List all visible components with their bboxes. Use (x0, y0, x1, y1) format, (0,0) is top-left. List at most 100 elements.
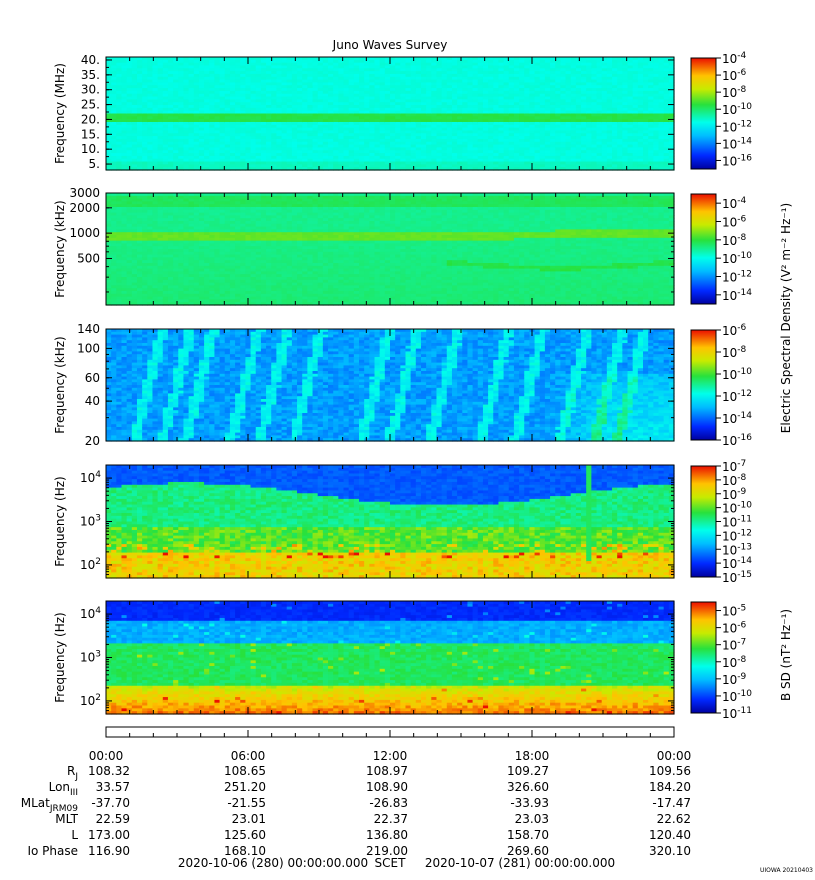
heatmap-cell (271, 59, 277, 64)
heatmap-cell (162, 119, 169, 123)
heatmap-cell (152, 150, 159, 154)
heatmap-cell (266, 96, 272, 100)
heatmap-cell (415, 167, 422, 171)
heatmap-cell (544, 116, 551, 120)
heatmap-cell (508, 85, 515, 89)
heatmap-cell (131, 150, 138, 154)
heatmap-cell (601, 76, 608, 81)
heatmap-cell (116, 136, 123, 140)
heatmap-cell (302, 105, 308, 109)
heatmap-cell (188, 147, 195, 151)
heatmap-cell (173, 138, 179, 143)
heatmap-cell (379, 158, 386, 163)
heatmap-cell (477, 155, 484, 160)
heatmap-cell (198, 96, 205, 100)
heatmap-cell (415, 110, 422, 115)
heatmap-cell (235, 119, 241, 123)
heatmap-cell (441, 99, 448, 103)
heatmap-cell (353, 124, 360, 129)
heatmap-cell (245, 116, 252, 120)
heatmap-cell (570, 99, 577, 103)
heatmap-cell (472, 155, 479, 160)
heatmap-cell (204, 65, 210, 69)
heatmap-cell (477, 110, 484, 115)
heatmap-cell (426, 161, 432, 165)
heatmap-cell (214, 167, 221, 171)
heatmap-cell (575, 76, 582, 81)
heatmap-cell (426, 59, 432, 64)
heatmap-cell (498, 116, 505, 120)
heatmap-cell (606, 90, 613, 95)
heatmap-cell (271, 57, 277, 61)
heatmap-cell (519, 119, 525, 123)
heatmap-cell (426, 167, 432, 171)
heatmap-cell (420, 59, 427, 64)
heatmap-cell (395, 99, 401, 103)
heatmap-cell (400, 71, 407, 75)
heatmap-cell (575, 71, 582, 75)
heatmap-cell (359, 59, 365, 64)
heatmap-cell (193, 68, 200, 72)
y-tick-label: 10. (81, 142, 100, 156)
heatmap-cell (328, 76, 334, 81)
heatmap-cell (591, 138, 598, 143)
heatmap-cell (173, 85, 179, 89)
heatmap-cell (637, 57, 644, 61)
heatmap-cell (390, 102, 396, 106)
heatmap-cell (204, 133, 210, 137)
heatmap-cell (173, 93, 179, 98)
heatmap-cell (400, 121, 407, 126)
heatmap-cell (338, 164, 345, 168)
heatmap-cell (457, 153, 463, 157)
heatmap-cell (374, 161, 381, 165)
heatmap-cell (260, 138, 267, 143)
heatmap-cell (606, 147, 613, 151)
heatmap-cell (534, 141, 541, 146)
heatmap-cell (632, 93, 639, 98)
heatmap-cell (286, 150, 293, 154)
heatmap-cell (219, 136, 226, 140)
heatmap-cell (488, 155, 494, 160)
heatmap-cell (519, 127, 525, 132)
heatmap-cell (183, 147, 190, 151)
heatmap-cell (524, 144, 531, 148)
colorbar-tick-label: 10-8 (722, 85, 747, 100)
heatmap-cell (240, 79, 247, 84)
heatmap-cell (581, 155, 587, 160)
heatmap-cell (410, 138, 417, 143)
heatmap-cell (266, 57, 272, 61)
heatmap-cell (405, 110, 412, 115)
heatmap-cell (410, 130, 417, 134)
heatmap-cell (596, 65, 603, 69)
heatmap-cell (173, 65, 179, 69)
heatmap-cell (209, 141, 216, 146)
heatmap-cell (384, 155, 391, 160)
heatmap-cell (637, 105, 644, 109)
heatmap-cell (482, 107, 489, 112)
heatmap-cell (111, 133, 117, 137)
heatmap-cell (617, 119, 623, 123)
heatmap-cell (415, 102, 422, 106)
heatmap-cell (374, 90, 381, 95)
heatmap-cell (167, 76, 174, 81)
heatmap-cell (457, 127, 463, 132)
heatmap-cell (353, 141, 360, 146)
heatmap-cell (462, 76, 469, 81)
heatmap-cell (147, 68, 154, 72)
heatmap-cell (519, 85, 525, 89)
heatmap-cell (297, 107, 303, 112)
heatmap-cell (173, 59, 179, 64)
heatmap-cell (544, 138, 551, 143)
heatmap-cell (420, 153, 427, 157)
heatmap-cell (457, 85, 463, 89)
heatmap-cell (359, 105, 365, 109)
heatmap-cell (188, 99, 195, 103)
heatmap-cell (426, 71, 432, 75)
heatmap-cell (183, 133, 190, 137)
heatmap-cell (204, 119, 210, 123)
heatmap-cell (229, 110, 236, 115)
heatmap-cell (116, 164, 123, 168)
heatmap-cell (374, 68, 381, 72)
heatmap-cell (503, 144, 510, 148)
heatmap-cell (550, 96, 556, 100)
